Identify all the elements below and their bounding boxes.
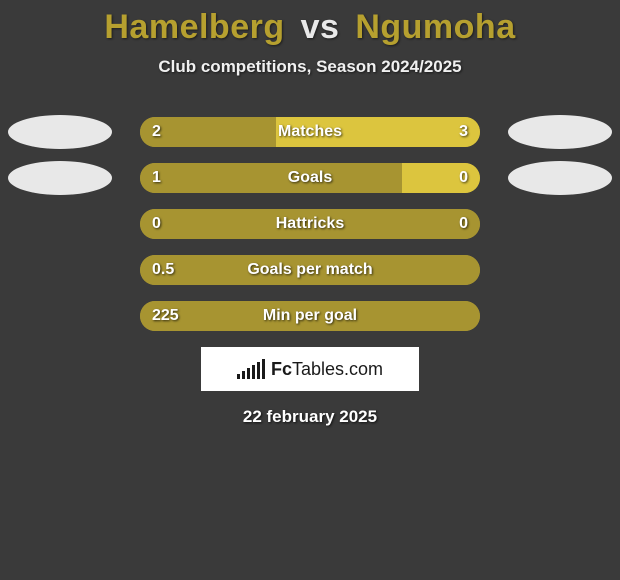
player1-value: 225	[152, 301, 179, 331]
stat-row: 0.5Goals per match	[0, 255, 620, 285]
player1-value: 1	[152, 163, 161, 193]
stat-rows: 23Matches10Goals00Hattricks0.5Goals per …	[0, 117, 620, 331]
fctables-logo[interactable]: FcTables.com	[201, 347, 419, 391]
player2-value: 0	[459, 209, 468, 239]
player1-badge	[8, 115, 112, 149]
bar-track	[140, 301, 480, 331]
stat-row: 225Min per goal	[0, 301, 620, 331]
player1-value: 2	[152, 117, 161, 147]
date-label: 22 february 2025	[0, 407, 620, 427]
bar-track	[140, 163, 480, 193]
player1-badge	[8, 161, 112, 195]
bar-chart-icon	[237, 359, 265, 379]
subtitle: Club competitions, Season 2024/2025	[0, 57, 620, 77]
player1-bar	[140, 255, 480, 285]
player1-bar	[140, 163, 402, 193]
player2-name: Ngumoha	[355, 8, 515, 46]
bar-track	[140, 209, 480, 239]
player2-value: 3	[459, 117, 468, 147]
stat-row: 10Goals	[0, 163, 620, 193]
player2-badge	[508, 115, 612, 149]
player1-bar	[140, 301, 480, 331]
logo-text-bold: Fc	[271, 359, 292, 379]
player1-name: Hamelberg	[104, 8, 284, 46]
comparison-title: Hamelberg vs Ngumoha	[0, 0, 620, 47]
player2-badge	[508, 161, 612, 195]
player1-value: 0	[152, 209, 161, 239]
player1-value: 0.5	[152, 255, 174, 285]
player2-value: 0	[459, 163, 468, 193]
player1-bar	[140, 209, 480, 239]
logo-text: FcTables.com	[271, 359, 383, 380]
stat-row: 00Hattricks	[0, 209, 620, 239]
bar-track	[140, 117, 480, 147]
player2-bar	[402, 163, 480, 193]
player2-bar	[276, 117, 480, 147]
stat-row: 23Matches	[0, 117, 620, 147]
vs-separator: vs	[301, 8, 340, 46]
logo-text-rest: Tables.com	[292, 359, 383, 379]
bar-track	[140, 255, 480, 285]
